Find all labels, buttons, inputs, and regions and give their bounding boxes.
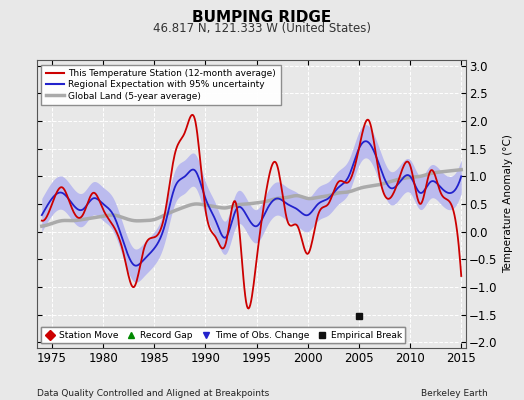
Y-axis label: Temperature Anomaly (°C): Temperature Anomaly (°C)	[503, 134, 513, 274]
Text: BUMPING RIDGE: BUMPING RIDGE	[192, 10, 332, 25]
Text: Data Quality Controlled and Aligned at Breakpoints: Data Quality Controlled and Aligned at B…	[37, 389, 269, 398]
Legend: Station Move, Record Gap, Time of Obs. Change, Empirical Break: Station Move, Record Gap, Time of Obs. C…	[41, 327, 406, 344]
Text: Berkeley Earth: Berkeley Earth	[421, 389, 487, 398]
Text: 46.817 N, 121.333 W (United States): 46.817 N, 121.333 W (United States)	[153, 22, 371, 35]
